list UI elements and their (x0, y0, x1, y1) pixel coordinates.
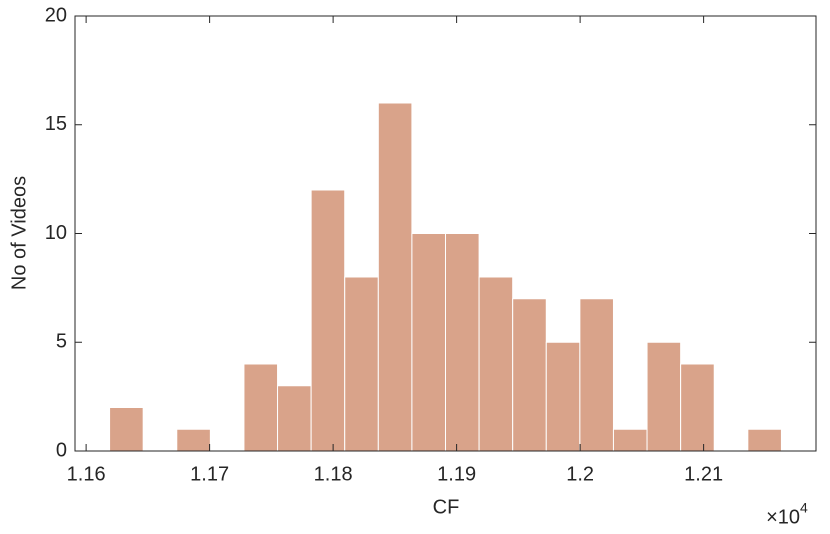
bar (377, 102, 413, 452)
bar (646, 341, 682, 452)
bar (579, 298, 614, 452)
y-tick-label: 0 (56, 439, 67, 461)
bar (411, 233, 446, 452)
bar (243, 363, 279, 452)
bar (545, 341, 581, 452)
bar (612, 428, 648, 452)
y-axis-label: No of Videos (8, 176, 30, 290)
x-tick-label: 1.17 (190, 463, 229, 485)
x-multiplier: ×10 (766, 506, 800, 528)
x-tick-label: 1.18 (314, 463, 353, 485)
bar (512, 298, 547, 452)
x-axis-label: CF (433, 496, 460, 518)
y-tick-label: 15 (45, 113, 67, 135)
bar (109, 407, 144, 452)
bar (277, 385, 312, 452)
x-tick-label: 1.19 (437, 463, 476, 485)
bar (445, 233, 480, 452)
bar (680, 363, 715, 452)
bar (747, 428, 782, 452)
y-tick-label: 10 (45, 222, 67, 244)
y-tick-label: 5 (56, 331, 67, 353)
x-multiplier-exponent: 4 (800, 500, 808, 516)
x-tick-label: 1.16 (67, 463, 106, 485)
y-tick-label: 20 (45, 4, 67, 26)
x-tick-label: 1.21 (684, 463, 723, 485)
x-tick-label: 1.2 (566, 463, 594, 485)
bar (478, 276, 514, 452)
bar (344, 276, 379, 452)
bar (310, 189, 346, 452)
bar (176, 428, 211, 452)
